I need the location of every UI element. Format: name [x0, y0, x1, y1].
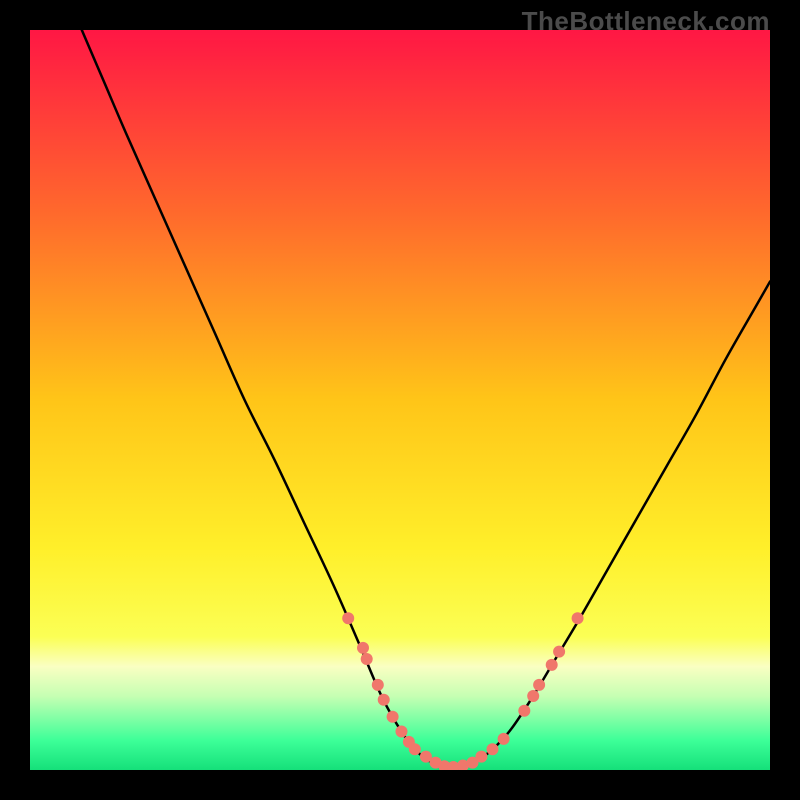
- curve-marker: [395, 726, 407, 738]
- curve-marker: [572, 612, 584, 624]
- curve-marker: [372, 679, 384, 691]
- curve-marker: [553, 646, 565, 658]
- bottleneck-curve-chart: [30, 30, 770, 770]
- curve-marker: [518, 705, 530, 717]
- curve-marker: [378, 694, 390, 706]
- curve-marker: [475, 751, 487, 763]
- gradient-background: [30, 30, 770, 770]
- curve-marker: [498, 733, 510, 745]
- curve-marker: [361, 653, 373, 665]
- curve-marker: [533, 679, 545, 691]
- chart-frame: TheBottleneck.com: [0, 0, 800, 800]
- curve-marker: [487, 743, 499, 755]
- curve-marker: [409, 743, 421, 755]
- curve-marker: [527, 690, 539, 702]
- curve-marker: [387, 711, 399, 723]
- curve-marker: [342, 612, 354, 624]
- curve-marker: [357, 642, 369, 654]
- plot-area: [30, 30, 770, 770]
- curve-marker: [546, 659, 558, 671]
